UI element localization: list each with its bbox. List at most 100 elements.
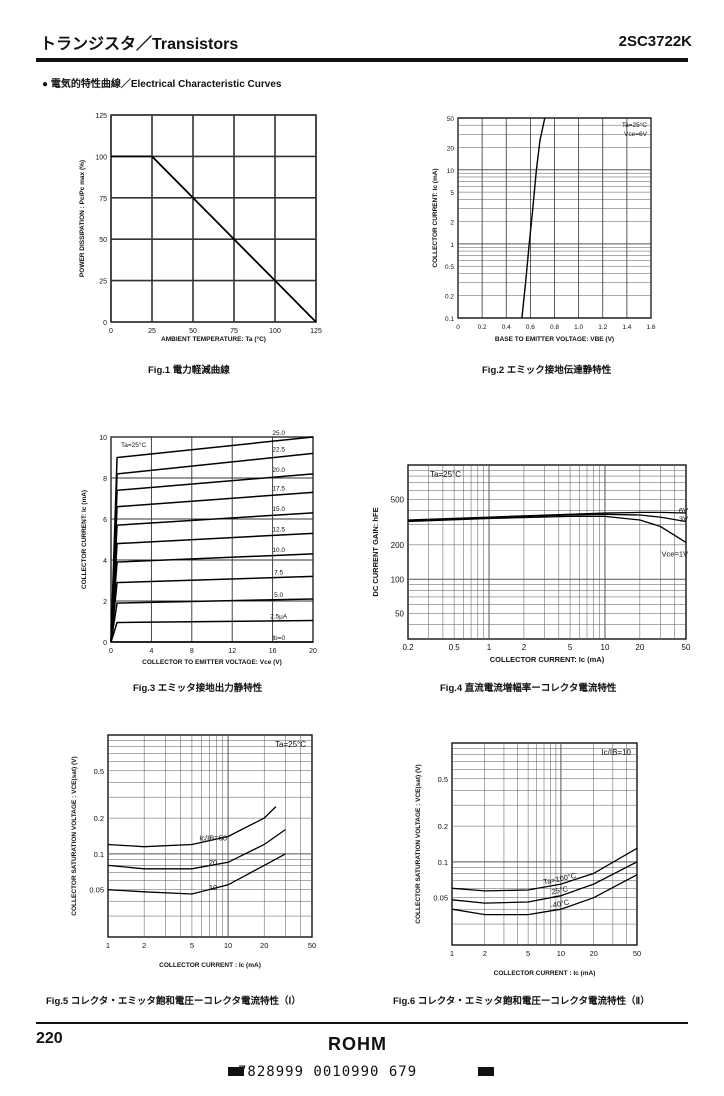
fig6-legend-entry: Ic/IB=10: [601, 748, 631, 757]
fig2-y-tick-label: 0.2: [445, 294, 454, 301]
barcode-right-block: [478, 1067, 494, 1076]
fig4-y-axis-label: DC CURRENT GAIN: hFE: [371, 507, 380, 596]
fig3-curve-label: Ib=0: [272, 635, 285, 642]
fig4-caption: Fig.4 直流電流増幅率ーコレクタ電流特性: [440, 683, 617, 694]
fig2-x-tick-label: 1.2: [598, 324, 607, 331]
fig5-y-axis-label: COLLECTOR SATURATION VOLTAGE : VCE(sat) …: [71, 756, 78, 915]
header-rule: [36, 58, 688, 62]
fig6-vcesat-curve: [451, 861, 638, 904]
fig5-legend-entry: Ta=25°C: [275, 740, 306, 749]
fig5-y-tick-label: 0.5: [94, 767, 104, 776]
fig6-y-tick-label: 0.2: [438, 822, 448, 831]
fig6-vcesat-curve: [451, 874, 638, 916]
fig3-curve-label: 12.5: [272, 526, 285, 533]
fig2-x-tick-label: 0.4: [502, 324, 511, 331]
fig6-x-tick-label: 1: [450, 949, 454, 958]
fig3-curve-label: 15.0: [272, 506, 285, 513]
fig5-caption: Fig.5 コレクタ・エミッタ飽和電圧ーコレクタ電流特性（Ⅰ）: [46, 996, 301, 1007]
fig4-y-tick-label: 50: [395, 610, 404, 619]
fig5-chart: 1 2 5 10 20 50 0.05 0.1 0.2 0.5 COLLECTOR CURRENT …: [71, 734, 316, 969]
fig5-x-tick-label: 20: [260, 941, 268, 950]
fig1-x-axis-label: AMBIENT TEMPERATURE: Ta (°C): [161, 335, 266, 343]
fig4-x-tick-label: 50: [682, 643, 691, 652]
fig2-x-axis-label: BASE TO EMITTER VOLTAGE: VBE (V): [495, 336, 614, 343]
fig6-x-axis-label: COLLECTOR CURRENT : Ic (mA): [494, 970, 596, 977]
fig5-plot-frame: [107, 734, 313, 938]
fig5-x-tick-label: 50: [308, 941, 316, 950]
fig2-y-tick-label: 2: [450, 220, 454, 227]
fig1-x-tick-label: 75: [230, 328, 238, 335]
fig6-y-tick-label: 0.05: [433, 894, 448, 903]
fig2-ic-vbe-curve: [521, 117, 546, 319]
fig3-y-tick-label: 2: [103, 599, 107, 606]
fig6-x-tick-label: 20: [589, 949, 597, 958]
fig5-x-axis-label: COLLECTOR CURRENT : Ic (mA): [159, 962, 261, 969]
fig2-y-tick-label: 0.5: [445, 264, 454, 271]
fig1-caption: Fig.1 電力軽減曲線: [148, 365, 230, 376]
fig6-caption: Fig.6 コレクタ・エミッタ飽和電圧ーコレクタ電流特性（Ⅱ）: [393, 996, 650, 1007]
fig4-plot-frame: [407, 464, 687, 640]
fig6-y-axis-label: COLLECTOR SATURATION VOLTAGE : VCE(sat) …: [415, 764, 422, 923]
fig2-y-axis-label: COLLECTOR CURRENT: Ic (mA): [432, 168, 439, 267]
fig3-curve-label: 25.0: [272, 430, 285, 437]
fig4-x-axis-label: COLLECTOR CURRENT: Ic (mA): [490, 655, 605, 664]
fig1-y-tick-label: 0: [103, 320, 107, 327]
fig3-curve: [110, 619, 314, 643]
fig4-gain-curve: [407, 513, 687, 523]
fig4-curve-label: Vce=1V: [662, 549, 688, 558]
fig4-x-tick-label: 5: [568, 643, 573, 652]
fig3-curve-label: 5.0: [274, 592, 283, 599]
fig6-plot-frame: [451, 742, 638, 946]
fig2-x-tick-label: 1.4: [622, 324, 631, 331]
fig3-x-tick-label: 16: [269, 648, 277, 655]
fig1-x-tick-label: 0: [109, 328, 113, 335]
fig2-x-tick-label: 0.6: [526, 324, 535, 331]
fig1-x-tick-label: 125: [310, 328, 322, 335]
fig3-curve-label: 2.5μA: [270, 613, 288, 620]
fig3-curve-label: 10.0: [272, 547, 285, 554]
fig6-x-tick-label: 10: [557, 949, 565, 958]
fig1-y-axis-label: POWER DISSIPATION : Pc/Pc max (%): [79, 160, 86, 277]
fig2-x-tick-label: 1.6: [646, 324, 655, 331]
fig1-y-tick-label: 75: [99, 196, 107, 203]
fig4-x-tick-label: 0.5: [449, 643, 461, 652]
fig3-chart: 0 4 8 12 16 20 0 2 4 6 8 10 COLLECTOR TO EMITTER VOL…: [81, 430, 317, 666]
fig3-curve-label: 22.5: [272, 446, 285, 453]
fig2-legend-entry: Vce=6V: [624, 131, 648, 138]
fig6-x-tick-label: 2: [483, 949, 487, 958]
fig5-x-tick-label: 2: [142, 941, 146, 950]
fig3-curve-label: 7.5: [274, 569, 283, 576]
fig6-curve-label: -40°C: [549, 897, 570, 910]
fig4-y-tick-label: 500: [391, 495, 405, 504]
fig2-y-tick-label: 0.1: [445, 316, 454, 323]
fig2-y-tick-label: 20: [447, 145, 455, 152]
fig5-curve-label: Ic/IB=50: [199, 833, 227, 842]
fig3-curve: [110, 575, 314, 643]
fig5-vcesat-curve: [107, 806, 277, 848]
fig3-x-tick-label: 8: [190, 648, 194, 655]
fig4-x-tick-label: 1: [487, 643, 492, 652]
fig3-x-tick-label: 4: [149, 648, 153, 655]
fig6-curve-label: 25°C: [551, 884, 570, 896]
fig6-y-tick-label: 0.5: [438, 775, 448, 784]
fig1-x-tick-label: 100: [269, 328, 281, 335]
fig2-y-tick-label: 10: [447, 168, 455, 175]
fig5-x-tick-label: 1: [106, 941, 110, 950]
fig2-x-tick-label: 0: [456, 324, 460, 331]
fig3-x-tick-label: 0: [109, 648, 113, 655]
fig3-x-axis-label: COLLECTOR TO EMITTER VOLTAGE: Vce (V): [142, 659, 282, 666]
fig2-x-tick-label: 0.2: [478, 324, 487, 331]
fig6-chart: 1 2 5 10 20 50 0.05 0.1 0.2 0.5 COLLECTOR CURRENT …: [415, 742, 641, 977]
fig4-curve-label: 6V: [679, 506, 688, 515]
fig6-y-tick-label: 0.1: [438, 858, 448, 867]
fig5-y-tick-label: 0.1: [94, 850, 104, 859]
fig3-y-tick-label: 4: [103, 558, 107, 565]
fig4-x-tick-label: 2: [522, 643, 527, 652]
fig2-y-tick-label: 1: [450, 242, 454, 249]
fig1-y-tick-label: 100: [95, 154, 107, 161]
fig3-y-tick-label: 6: [103, 517, 107, 524]
fig3-x-tick-label: 20: [309, 648, 317, 655]
barcode-text: 7828999 0010990 679: [238, 1064, 418, 1080]
fig2-x-tick-label: 1.0: [574, 324, 583, 331]
fig1-y-tick-label: 25: [99, 279, 107, 286]
